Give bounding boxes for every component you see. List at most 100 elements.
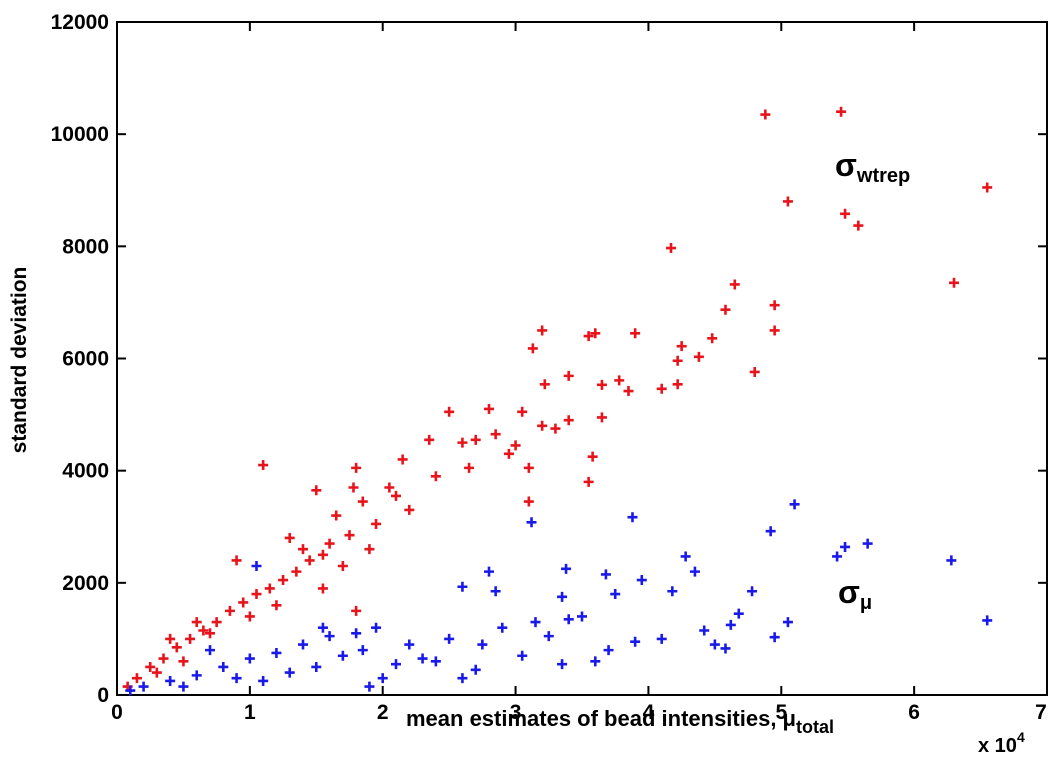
- x-multiplier: x 104: [978, 729, 1025, 757]
- x-multiplier-base: x 10: [978, 735, 1017, 757]
- x-tick-label: 4: [643, 701, 655, 724]
- point: [672, 379, 683, 390]
- point: [284, 532, 295, 543]
- point: [709, 639, 720, 650]
- point: [371, 622, 382, 633]
- point: [470, 664, 481, 675]
- x-tick-label: 6: [908, 701, 920, 724]
- point: [125, 685, 136, 696]
- point: [563, 614, 574, 625]
- point: [610, 589, 621, 600]
- point: [271, 647, 282, 658]
- point: [304, 555, 315, 566]
- point: [231, 555, 242, 566]
- point: [244, 653, 255, 664]
- point: [165, 675, 176, 686]
- point: [603, 645, 614, 656]
- point: [563, 370, 574, 381]
- point: [503, 448, 514, 459]
- point: [782, 196, 793, 207]
- point: [747, 586, 758, 597]
- point: [537, 420, 548, 431]
- point: [344, 530, 355, 541]
- point: [457, 437, 468, 448]
- x-axis-title-main: mean estimates of bead intensities, μ: [406, 706, 796, 731]
- point: [337, 561, 348, 572]
- point: [165, 633, 176, 644]
- point: [517, 406, 528, 417]
- point: [623, 386, 634, 397]
- point: [404, 639, 415, 650]
- point: [630, 636, 641, 647]
- point: [404, 504, 415, 515]
- point: [862, 538, 873, 549]
- point: [317, 622, 328, 633]
- y-tick-label: 6000: [62, 348, 109, 371]
- point: [457, 673, 468, 684]
- point: [614, 375, 625, 386]
- point: [145, 661, 156, 672]
- point: [357, 645, 368, 656]
- point: [324, 631, 335, 642]
- annotation-sub: μ: [860, 592, 872, 614]
- point: [357, 496, 368, 507]
- point: [946, 555, 957, 566]
- point: [725, 619, 736, 630]
- y-tick-label: 10000: [51, 123, 109, 146]
- point: [298, 544, 308, 555]
- point: [337, 650, 348, 661]
- x-multiplier-exponent: 4: [1017, 729, 1025, 745]
- point: [666, 243, 677, 254]
- point: [557, 591, 568, 602]
- x-axis-title: mean estimates of bead intensities, μtot…: [406, 706, 834, 737]
- point: [749, 366, 760, 377]
- point: [490, 586, 501, 597]
- point: [131, 673, 142, 684]
- point: [680, 551, 691, 562]
- point: [311, 661, 322, 672]
- point: [782, 617, 793, 628]
- point: [530, 617, 541, 628]
- point: [539, 379, 550, 390]
- point: [537, 325, 548, 336]
- point: [444, 406, 455, 417]
- point: [205, 628, 215, 639]
- point: [840, 541, 851, 552]
- point: [627, 512, 638, 523]
- point: [391, 490, 401, 501]
- point: [158, 653, 169, 664]
- point: [291, 566, 302, 577]
- annotation-symbol: σ: [835, 147, 857, 183]
- point: [769, 325, 780, 336]
- point: [510, 440, 521, 451]
- point: [224, 605, 235, 616]
- point: [430, 471, 441, 482]
- point: [543, 631, 554, 642]
- point: [424, 434, 435, 445]
- y-tick-label: 4000: [62, 460, 109, 483]
- point: [689, 566, 700, 577]
- point: [251, 561, 262, 572]
- point: [484, 403, 494, 414]
- point: [707, 333, 718, 344]
- annotation-sub: wtrep: [856, 165, 910, 187]
- point: [311, 485, 322, 496]
- point: [258, 675, 269, 686]
- point: [636, 575, 647, 586]
- point: [391, 659, 401, 670]
- annotation: σwtrep: [835, 147, 910, 187]
- point: [278, 575, 289, 586]
- point: [765, 526, 776, 537]
- point: [271, 600, 282, 611]
- x-tick-label: 1: [244, 701, 256, 724]
- point: [317, 549, 328, 560]
- point: [205, 645, 215, 656]
- point: [397, 454, 408, 465]
- point: [729, 279, 740, 290]
- x-axis-title-sub: total: [796, 717, 834, 737]
- y-tick-label: 8000: [62, 235, 109, 258]
- point: [351, 462, 362, 473]
- point: [348, 482, 359, 493]
